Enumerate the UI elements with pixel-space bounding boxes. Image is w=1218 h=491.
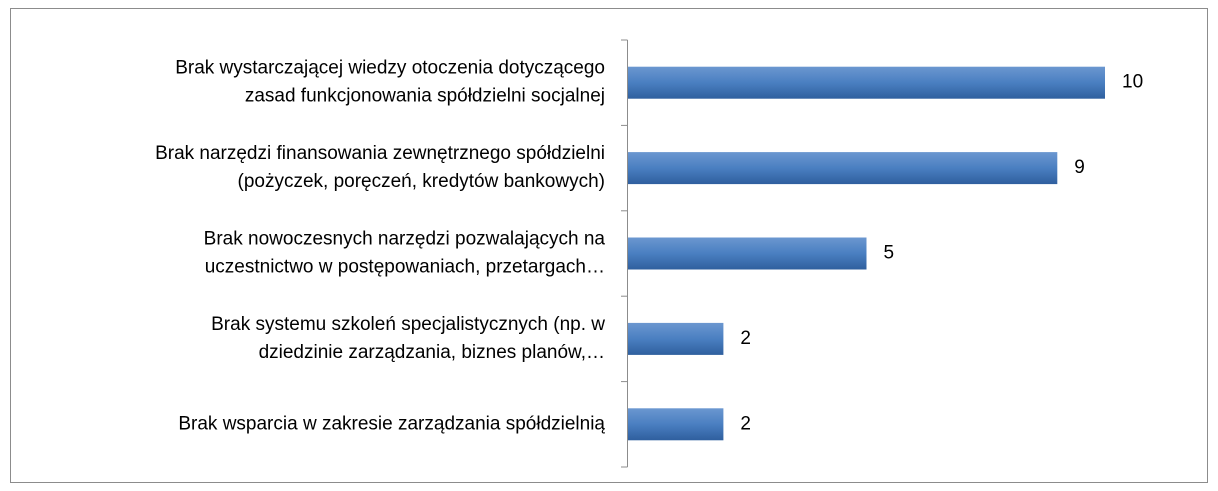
- category-label: Brak nowoczesnych narzędzi pozwalających…: [204, 229, 606, 250]
- bar: [628, 66, 1105, 99]
- bar: [628, 152, 1058, 185]
- category-label: Brak systemu szkoleń specjalistycznych (…: [211, 314, 605, 335]
- data-label: 9: [1074, 157, 1085, 178]
- bar: [628, 237, 867, 270]
- category-label: Brak wsparcia w zakresie zarządzania spó…: [178, 413, 605, 434]
- data-label: 10: [1122, 72, 1143, 93]
- category-label: dziedzinie zarządzania, biznes planów,…: [259, 342, 605, 363]
- category-label: Brak narzędzi finansowania zewnętrznego …: [155, 143, 605, 164]
- category-label: Brak wystarczającej wiedzy otoczenia dot…: [175, 58, 605, 79]
- data-label: 2: [740, 328, 751, 349]
- data-label: 5: [884, 243, 895, 264]
- category-label: (pożyczek, poręczeń, kredytów bankowych): [238, 171, 606, 192]
- bar: [628, 408, 724, 441]
- category-label: uczestnictwo w postępowaniach, przetarga…: [205, 257, 605, 278]
- category-label: zasad funkcjonowania spółdzielni socjaln…: [245, 86, 605, 107]
- data-label: 2: [740, 413, 751, 434]
- bar: [628, 322, 724, 355]
